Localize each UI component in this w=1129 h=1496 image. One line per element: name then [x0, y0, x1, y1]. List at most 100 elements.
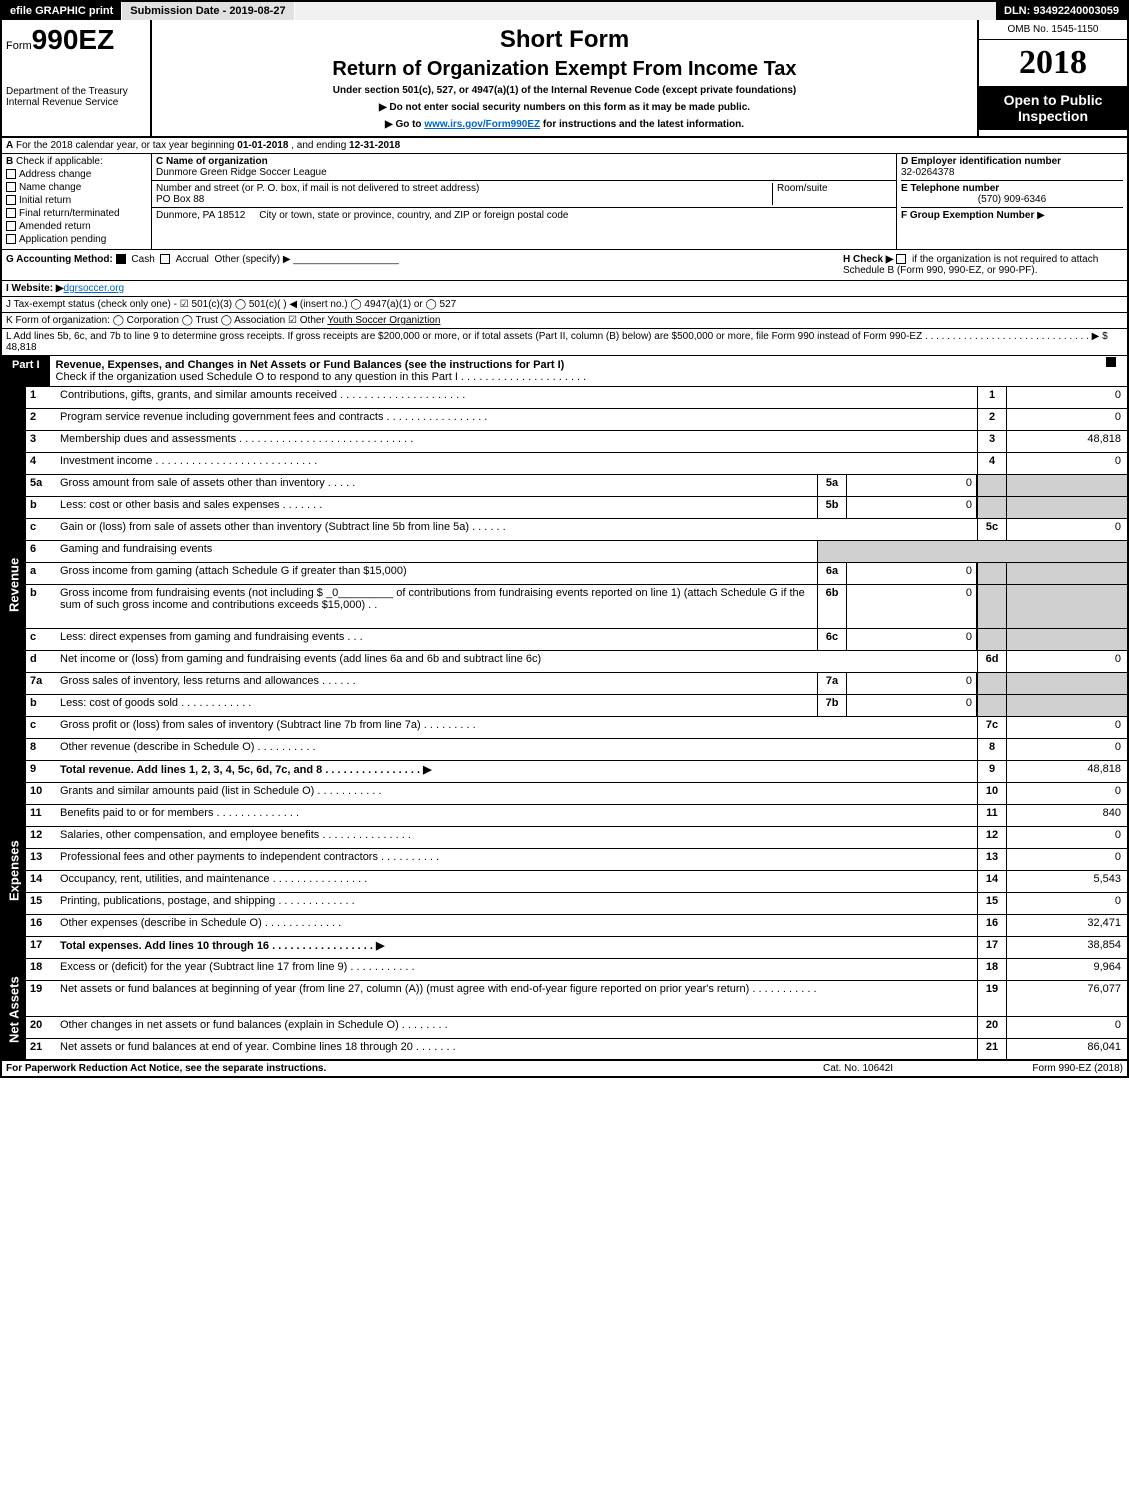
revenue-section: Revenue 1Contributions, gifts, grants, a…: [2, 387, 1127, 783]
footer: For Paperwork Reduction Act Notice, see …: [2, 1061, 1127, 1076]
chk-address-change[interactable]: Address change: [6, 169, 147, 180]
form-footer: Form 990-EZ (2018): [973, 1063, 1123, 1074]
row-a-mid: , and ending: [288, 140, 349, 151]
irs-label: Internal Revenue Service: [6, 97, 146, 108]
line-8: 8Other revenue (describe in Schedule O) …: [26, 739, 1127, 761]
header-row: Form990EZ Department of the Treasury Int…: [2, 20, 1127, 138]
header-left: Form990EZ Department of the Treasury Int…: [2, 20, 152, 136]
j-text: J Tax-exempt status (check only one) - ☑…: [6, 299, 456, 310]
line-7a: 7aGross sales of inventory, less returns…: [26, 673, 1127, 695]
form-prefix: Form: [6, 40, 32, 52]
row-a: A For the 2018 calendar year, or tax yea…: [2, 138, 1127, 154]
instr-goto: ▶ Go to www.irs.gov/Form990EZ for instru…: [162, 119, 967, 130]
b-label: Check if applicable:: [16, 156, 103, 167]
line-10: 10Grants and similar amounts paid (list …: [26, 783, 1127, 805]
street-label: Number and street (or P. O. box, if mail…: [156, 183, 479, 194]
h-label: H Check ▶: [843, 254, 893, 265]
org-name: Dunmore Green Ridge Soccer League: [156, 167, 327, 178]
line-17: 17Total expenses. Add lines 10 through 1…: [26, 937, 1127, 959]
chk-h[interactable]: [896, 254, 906, 264]
part1-check-text: Check if the organization used Schedule …: [56, 371, 587, 383]
chk-initial[interactable]: Initial return: [6, 195, 147, 206]
row-i: I Website: ▶dgrsoccer.org: [2, 281, 1127, 297]
i-label: I Website: ▶: [6, 283, 64, 294]
row-a-pre: For the 2018 calendar year, or tax year …: [16, 140, 237, 151]
chk-accrual[interactable]: [160, 254, 170, 264]
submission-date: Submission Date - 2019-08-27: [122, 2, 294, 20]
col-b: B Check if applicable: Address change Na…: [2, 154, 152, 249]
omb-number: OMB No. 1545-1150: [979, 20, 1127, 40]
line-11: 11Benefits paid to or for members . . . …: [26, 805, 1127, 827]
top-bar: efile GRAPHIC print Submission Date - 20…: [2, 2, 1127, 20]
col-d: D Employer identification number32-02643…: [897, 154, 1127, 249]
part1-header: Part I Revenue, Expenses, and Changes in…: [2, 356, 1127, 387]
part1-title: Revenue, Expenses, and Changes in Net As…: [50, 356, 1106, 386]
part1-checkbox[interactable]: [1106, 356, 1127, 386]
irs-link[interactable]: www.irs.gov/Form990EZ: [424, 119, 540, 130]
row-g: G Accounting Method: Cash Accrual Other …: [2, 250, 1127, 281]
top-spacer: [295, 2, 996, 20]
paperwork-notice: For Paperwork Reduction Act Notice, see …: [6, 1063, 823, 1074]
chk-amended[interactable]: Amended return: [6, 221, 147, 232]
ein-value: 32-0264378: [901, 167, 954, 178]
line-6: 6Gaming and fundraising events: [26, 541, 1127, 563]
instr2-pre: ▶ Go to: [385, 119, 424, 130]
line-5c: cGain or (loss) from sale of assets othe…: [26, 519, 1127, 541]
line-18: 18Excess or (deficit) for the year (Subt…: [26, 959, 1127, 981]
line-12: 12Salaries, other compensation, and empl…: [26, 827, 1127, 849]
section-b: B Check if applicable: Address change Na…: [2, 154, 1127, 250]
part1-label: Part I: [2, 356, 50, 386]
header-right: OMB No. 1545-1150 2018 Open to Public In…: [977, 20, 1127, 136]
expenses-side-label: Expenses: [2, 783, 26, 959]
d-label: D Employer identification number: [901, 156, 1061, 167]
chk-cash[interactable]: [116, 254, 126, 264]
line-5b: bLess: cost or other basis and sales exp…: [26, 497, 1127, 519]
dept-treasury: Department of the Treasury: [6, 86, 146, 97]
line-21: 21Net assets or fund balances at end of …: [26, 1039, 1127, 1061]
line-19: 19Net assets or fund balances at beginni…: [26, 981, 1127, 1017]
line-9: 9Total revenue. Add lines 1, 2, 3, 4, 5c…: [26, 761, 1127, 783]
form-990ez-page: efile GRAPHIC print Submission Date - 20…: [0, 0, 1129, 1078]
row-j: J Tax-exempt status (check only one) - ☑…: [2, 297, 1127, 313]
chk-name-change[interactable]: Name change: [6, 182, 147, 193]
netassets-side-label: Net Assets: [2, 959, 26, 1061]
line-6c: cLess: direct expenses from gaming and f…: [26, 629, 1127, 651]
street-value: PO Box 88: [156, 194, 204, 205]
accrual-label: Accrual: [176, 254, 209, 265]
open-to-public: Open to Public Inspection: [979, 86, 1127, 130]
instr-ssn: ▶ Do not enter social security numbers o…: [162, 102, 967, 113]
row-k: K Form of organization: ◯ Corporation ◯ …: [2, 313, 1127, 329]
line-4: 4Investment income . . . . . . . . . . .…: [26, 453, 1127, 475]
line-7c: cGross profit or (loss) from sales of in…: [26, 717, 1127, 739]
return-title: Return of Organization Exempt From Incom…: [162, 58, 967, 81]
tax-year: 2018: [979, 40, 1127, 86]
f-label: F Group Exemption Number: [901, 210, 1034, 221]
header-mid: Short Form Return of Organization Exempt…: [152, 20, 977, 136]
f-arrow: ▶: [1037, 210, 1045, 221]
line-6a: aGross income from gaming (attach Schedu…: [26, 563, 1127, 585]
chk-final[interactable]: Final return/terminated: [6, 208, 147, 219]
under-section: Under section 501(c), 527, or 4947(a)(1)…: [162, 85, 967, 96]
chk-pending[interactable]: Application pending: [6, 234, 147, 245]
instr2-post: for instructions and the latest informat…: [540, 119, 744, 130]
efile-print-btn[interactable]: efile GRAPHIC print: [2, 2, 122, 20]
begin-date: 01-01-2018: [237, 140, 288, 151]
row-l: L Add lines 5b, 6c, and 7b to line 9 to …: [2, 329, 1127, 356]
col-c: C Name of organization Dunmore Green Rid…: [152, 154, 897, 249]
website-link[interactable]: dgrsoccer.org: [64, 283, 125, 294]
form-number: 990EZ: [32, 24, 115, 55]
room-suite: Room/suite: [772, 183, 892, 205]
netassets-section: Net Assets 18Excess or (deficit) for the…: [2, 959, 1127, 1061]
g-label: G Accounting Method:: [6, 254, 113, 265]
street-box: Number and street (or P. O. box, if mail…: [152, 181, 896, 208]
cat-no: Cat. No. 10642I: [823, 1063, 973, 1074]
expenses-section: Expenses 10Grants and similar amounts pa…: [2, 783, 1127, 959]
line-5a: 5aGross amount from sale of assets other…: [26, 475, 1127, 497]
cash-label: Cash: [131, 254, 154, 265]
end-date: 12-31-2018: [349, 140, 400, 151]
e-label: E Telephone number: [901, 183, 999, 194]
line-2: 2Program service revenue including gover…: [26, 409, 1127, 431]
line-7b: bLess: cost of goods sold . . . . . . . …: [26, 695, 1127, 717]
city-box: Dunmore, PA 18512 City or town, state or…: [152, 208, 896, 223]
line-3: 3Membership dues and assessments . . . .…: [26, 431, 1127, 453]
